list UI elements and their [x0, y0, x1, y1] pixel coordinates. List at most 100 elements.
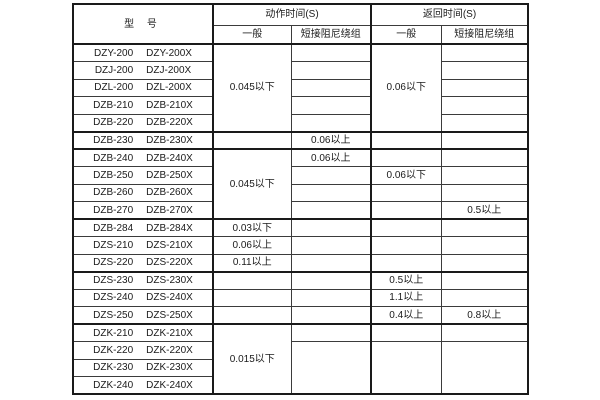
action-general-cell: 0.06以上 [212, 236, 292, 255]
return-damped-winding-cell [440, 288, 529, 307]
model-number: DZK-210X [146, 327, 193, 339]
spec-table: 型 号 动作时间(S) 返回时间(S) 一般 短接阻尼绕组 一般 短接阻尼绕组 … [72, 3, 529, 395]
model-cell: DZS-230 DZS-230X [72, 270, 214, 290]
model-number: DZB-250X [146, 169, 193, 181]
return-general-cell: 0.5以上 [370, 270, 442, 290]
action-general-cell: 0.03以下 [212, 218, 292, 237]
model-number: DZB-270 [93, 204, 134, 216]
action-general-cell [212, 270, 292, 290]
action-time-group-header: 动作时间(S) [212, 3, 372, 26]
model-number: DZB-270X [146, 204, 193, 216]
model-number: DZS-220 [93, 257, 134, 268]
return-damped-winding-cell [440, 78, 529, 97]
model-number: DZK-220 [93, 344, 134, 356]
model-cell: DZK-230 DZK-230X [72, 358, 214, 377]
model-number: DZB-260 [93, 187, 134, 199]
table-row: DZB-260 DZB-260X [72, 183, 529, 202]
model-cell: DZB-230 DZB-230X [72, 130, 214, 150]
table-row: DZB-284 DZB-284X 0.03以下 [72, 218, 529, 237]
model-number: DZJ-200X [146, 64, 192, 76]
action-general-cell [212, 306, 292, 325]
model-number: DZB-260X [146, 187, 193, 199]
table-row: DZK-240 DZK-240X [72, 376, 528, 395]
model-number: DZS-250 [93, 309, 134, 321]
model-number: DZS-210 [93, 239, 134, 251]
model-number: DZK-230X [146, 362, 193, 374]
model-number: DZL-200 [94, 82, 134, 94]
model-number: DZB-240 [93, 152, 134, 164]
header-row-sub: 一般 短接阻尼绕组 一般 短接阻尼绕组 [73, 24, 529, 45]
model-number: DZB-240X [146, 152, 193, 164]
return-damped-winding-cell [440, 96, 529, 115]
table-row: DZS-220 DZS-220X 0.11以上 [72, 253, 529, 272]
action-damped-winding-cell [290, 306, 372, 325]
table-row: DZK-220 DZK-220X [72, 341, 529, 395]
return-general-cell [370, 341, 442, 395]
action-damped-winding-cell [290, 323, 372, 342]
model-cell: DZS-210 DZS-210X [72, 236, 214, 255]
table-body: DZY-200 DZY-200X 0.045以下 0.06以下 DZJ-200 DZJ-2… [72, 43, 529, 395]
return-damped-winding-cell [440, 166, 529, 185]
action-general-cell [212, 288, 292, 307]
action-damped-winding-cell [290, 288, 372, 307]
model-number: DZB-284 [93, 222, 134, 234]
action-damped-winding-cell [290, 218, 372, 237]
return-damped-winding-cell [440, 183, 529, 202]
model-cell: DZK-210 DZK-210X [72, 323, 214, 342]
model-number: DZK-240 [93, 379, 134, 391]
table-row: DZK-230 DZK-230X [72, 358, 528, 377]
table-row: DZB-230 DZB-230X 0.06以上 [72, 130, 529, 150]
model-number: DZS-250X [146, 309, 193, 321]
return-general-cell: 0.06以下 [370, 43, 442, 132]
return-general-cell: 0.06以下 [370, 166, 442, 185]
model-number: DZJ-200 [94, 64, 134, 76]
action-damped-winding-cell [290, 96, 372, 115]
model-number: DZB-210 [93, 99, 134, 111]
table-row: DZS-210 DZS-210X 0.06以上 [72, 236, 529, 255]
action-damped-winding-cell: 0.06以上 [290, 148, 372, 167]
model-cell: DZB-220 DZB-220X [72, 113, 214, 132]
action-general-cell: 0.11以上 [212, 253, 292, 272]
return-damped-winding-cell [440, 113, 529, 132]
action-damped-winding-cell [290, 201, 372, 220]
model-cell: DZS-240 DZS-240X [72, 288, 214, 307]
model-number: DZS-240X [146, 292, 193, 304]
return-damped-winding-cell [440, 61, 529, 80]
model-column-header: 型 号 [72, 3, 214, 45]
return-damped-winding-header: 短接阻尼绕组 [440, 24, 529, 45]
model-number: DZY-200X [146, 47, 192, 59]
return-general-cell [370, 148, 442, 167]
model-number: DZS-210X [146, 239, 193, 251]
return-damped-winding-cell [440, 253, 529, 272]
table-row: DZK-210 DZK-210X 0.015以下 [72, 323, 529, 395]
model-cell: DZY-200 DZY-200X [72, 43, 214, 62]
model-number: DZS-240 [93, 292, 134, 304]
return-damped-winding-cell [440, 270, 529, 290]
model-cell: DZS-250 DZS-250X [72, 306, 214, 325]
return-damped-winding-cell [440, 130, 529, 150]
table-row: DZB-210 DZB-210X [72, 96, 529, 115]
model-cell: DZB-250 DZB-250X [72, 166, 214, 185]
model-number: DZK-230 [93, 362, 134, 374]
model-number: DZB-220X [146, 117, 193, 128]
model-cell: DZB-210 DZB-210X [72, 96, 214, 115]
table-row: DZS-230 DZS-230X 0.5以上 [72, 270, 529, 290]
return-damped-winding-cell [440, 323, 529, 342]
model-number: DZL-200X [146, 82, 192, 94]
action-general-cell: 0.045以下 [212, 148, 292, 220]
table-row: DZB-250 DZB-250X 0.06以下 [72, 166, 529, 185]
model-number: DZB-284X [146, 222, 193, 234]
action-damped-winding-cell [290, 43, 372, 62]
model-number: DZK-210 [93, 327, 134, 339]
return-damped-winding-cell [440, 148, 529, 167]
table-row: DZB-270 DZB-270X 0.5以上 [72, 201, 529, 220]
action-damped-winding-cell [290, 270, 372, 290]
model-number: DZB-250 [93, 169, 134, 181]
return-general-cell [370, 253, 442, 272]
action-damped-winding-cell [290, 253, 372, 272]
return-general-cell: 0.4以上 [370, 306, 442, 325]
action-damped-winding-cell: 0.06以上 [290, 130, 372, 150]
model-cell: DZB-284 DZB-284X [72, 218, 214, 237]
table-row: DZS-250 DZS-250X 0.4以上 0.8以上 [72, 306, 529, 325]
